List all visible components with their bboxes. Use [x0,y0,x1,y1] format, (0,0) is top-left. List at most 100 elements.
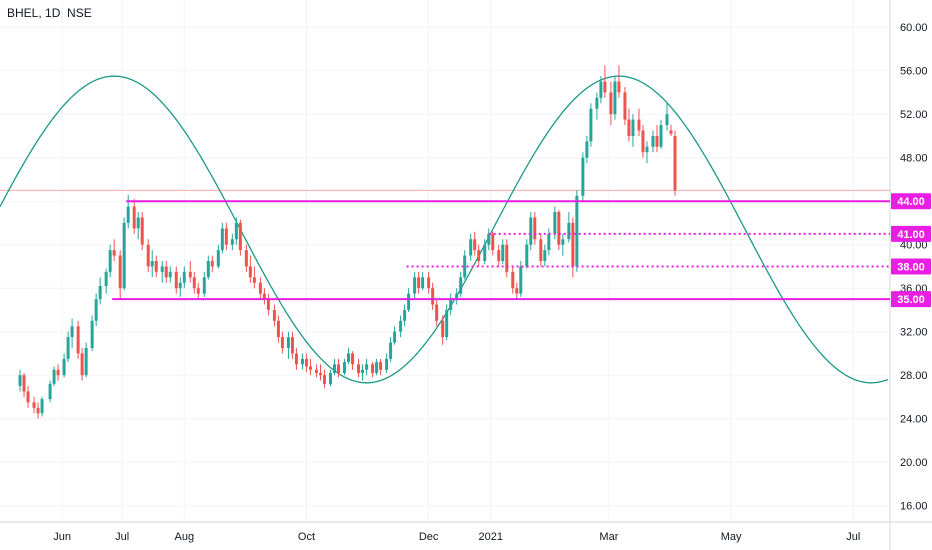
candle-body [571,222,575,267]
candle-body [178,282,182,289]
candle-body [637,119,641,131]
candle-body [248,266,252,278]
candle-body [581,157,585,196]
candle-body [272,309,276,321]
candle-body [90,320,94,348]
cycle-curve [0,75,889,384]
y-tick-label: 24.00 [900,414,928,426]
candle-body [262,293,266,300]
level-badge-41.00 [891,225,931,242]
candle-body [196,288,200,294]
candle-body [188,271,192,278]
candle-body [515,288,519,294]
y-tick-label: 20.00 [900,457,928,469]
candle-body [122,222,126,289]
candle-body [347,353,351,363]
candle-body [627,119,631,136]
candle-body [641,130,645,153]
candle-body [234,222,238,240]
candle-body [182,271,186,283]
candle-body [665,114,669,126]
candle-body [112,250,116,256]
candle-body [435,304,439,321]
candle-body [66,337,70,359]
candle-body [491,233,495,251]
candle-body [379,362,383,370]
level-badge-label: 35.00 [897,294,925,306]
candle-body [94,299,98,321]
candle-body [543,250,547,261]
candle-body [52,369,56,384]
candle-body [477,250,481,261]
candle-body [308,366,312,370]
candle-body [230,239,234,245]
candle-body [62,358,66,376]
candle-body [56,369,60,376]
candle-body [501,244,505,261]
x-tick-label: Oct [298,531,315,543]
candle-body [393,331,397,343]
candle-body [192,277,196,289]
candle-body [487,233,491,245]
candle-body [655,135,659,147]
y-tick-label: 60.00 [900,22,928,34]
candle-body [553,212,557,234]
candle-body [533,217,537,240]
candle-body [286,337,290,348]
candle-body [220,228,224,251]
candle-body [511,271,515,289]
candle-body [126,206,130,223]
candle-body [431,288,435,305]
candle-body [673,135,677,191]
candle-body [160,266,164,272]
candle-body [357,364,361,374]
x-tick-label: Mar [599,531,618,543]
candle-body [140,217,144,245]
candle-body [26,391,30,403]
candle-body [585,141,589,158]
candle-body [623,92,627,120]
candle-body [84,348,88,376]
candle-body [375,362,379,374]
y-tick-label: 40.00 [900,240,928,252]
candle-body [322,375,326,384]
candle-body [599,81,603,98]
candle-body [441,320,445,338]
x-tick-label: Jul [115,531,129,543]
candle-body [337,364,341,374]
candle-body [399,320,403,332]
x-tick-label: Dec [419,531,439,543]
candle-body [389,342,393,359]
candle-body [351,353,355,365]
candle-body [318,373,322,376]
candle-body [154,261,158,272]
level-badge-label: 41.00 [897,229,925,241]
candle-body [164,266,168,278]
candle-body [210,261,214,267]
candle-body [244,250,248,267]
candle-body [561,239,565,245]
candle-body [314,369,318,374]
candle-body [371,364,375,374]
candle-body [659,125,663,147]
candle-body [343,362,347,374]
candle-body [304,358,308,367]
candle-body [132,206,136,229]
candle-body [421,277,425,289]
candle-body [70,326,74,338]
candle-body [413,277,417,294]
candle-body [136,217,140,229]
chart-title: BHEL, 1D, NSE [7,6,92,20]
y-tick-label: 28.00 [900,370,928,382]
candle-body [483,244,487,261]
candle-body [118,255,122,289]
level-badge-label: 38.00 [897,261,925,273]
candle-body [567,222,571,240]
candle-body [40,399,44,414]
level-badge-44.00 [891,193,931,210]
candle-body [575,195,579,267]
candle-body [631,119,635,136]
candle-body [463,255,467,278]
candle-body [206,261,210,278]
